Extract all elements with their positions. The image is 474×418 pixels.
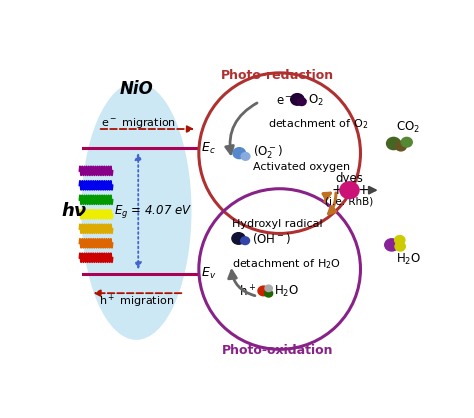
Text: (O$_2^-$): (O$_2^-$)	[253, 144, 283, 161]
Circle shape	[395, 242, 405, 251]
Text: +: +	[332, 183, 344, 197]
Circle shape	[395, 141, 406, 151]
Text: hν: hν	[61, 202, 87, 220]
Text: +: +	[357, 183, 369, 197]
Ellipse shape	[82, 82, 191, 340]
Text: E$_g$ = 4.07 eV: E$_g$ = 4.07 eV	[114, 203, 192, 219]
Circle shape	[264, 290, 273, 297]
Circle shape	[241, 153, 250, 160]
Text: (OH$^-$): (OH$^-$)	[252, 231, 291, 246]
Circle shape	[297, 98, 306, 105]
Text: (i.e. RhB): (i.e. RhB)	[325, 196, 374, 206]
Text: detachment of O$_2$: detachment of O$_2$	[268, 117, 368, 131]
Circle shape	[233, 148, 246, 158]
Text: Hydroxyl radical: Hydroxyl radical	[232, 219, 322, 229]
Circle shape	[232, 233, 245, 244]
Circle shape	[385, 239, 399, 251]
Text: Photo-oxidation: Photo-oxidation	[222, 344, 334, 357]
Text: Activated oxygen: Activated oxygen	[253, 162, 350, 172]
Circle shape	[340, 182, 359, 199]
Text: e$^-$ migration: e$^-$ migration	[100, 116, 176, 130]
Text: Photo-reduction: Photo-reduction	[221, 69, 334, 82]
Text: E$_v$: E$_v$	[201, 266, 216, 281]
Text: CO$_2$: CO$_2$	[396, 120, 420, 135]
Text: h$^+$ migration: h$^+$ migration	[99, 293, 174, 310]
Circle shape	[387, 138, 401, 150]
Circle shape	[258, 286, 269, 296]
Text: detachment of H$_2$O: detachment of H$_2$O	[232, 257, 341, 271]
Circle shape	[241, 237, 249, 245]
Text: dyes: dyes	[336, 172, 364, 186]
Circle shape	[395, 236, 405, 245]
Circle shape	[401, 138, 412, 147]
Circle shape	[265, 285, 272, 292]
Text: e$^-$ +: e$^-$ +	[276, 94, 308, 107]
Text: H$_2$O: H$_2$O	[396, 252, 421, 267]
Text: h$^+$ +: h$^+$ +	[239, 285, 272, 300]
Text: O$_2$: O$_2$	[308, 92, 324, 107]
Text: E$_c$: E$_c$	[201, 141, 215, 156]
Circle shape	[291, 94, 304, 105]
Text: NiO: NiO	[119, 80, 153, 98]
Text: H$_2$O: H$_2$O	[274, 284, 299, 299]
